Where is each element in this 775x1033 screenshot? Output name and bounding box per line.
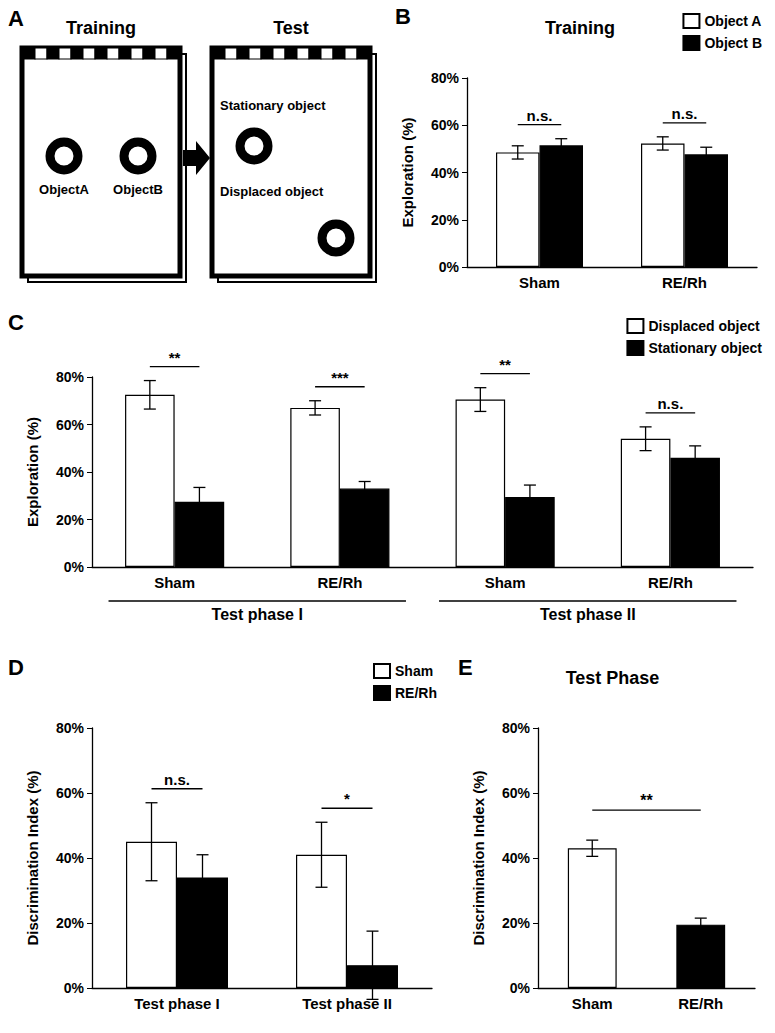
- svg-text:Exploration (%): Exploration (%): [399, 117, 416, 227]
- svg-text:Stationary object: Stationary object: [648, 340, 762, 356]
- svg-text:**: **: [499, 356, 511, 373]
- svg-text:80%: 80%: [502, 720, 531, 736]
- svg-text:ObjectA: ObjectA: [39, 182, 89, 197]
- svg-text:n.s.: n.s.: [657, 395, 683, 412]
- svg-text:Exploration (%): Exploration (%): [24, 417, 41, 527]
- svg-text:20%: 20%: [56, 915, 85, 931]
- svg-text:Displaced object: Displaced object: [220, 184, 324, 199]
- svg-text:Object A: Object A: [704, 13, 761, 29]
- svg-text:60%: 60%: [431, 117, 460, 133]
- svg-text:80%: 80%: [56, 720, 85, 736]
- svg-text:60%: 60%: [56, 417, 85, 433]
- svg-text:***: ***: [331, 369, 349, 386]
- svg-text:40%: 40%: [56, 464, 85, 480]
- svg-text:RE/Rh: RE/Rh: [395, 685, 437, 701]
- svg-text:Training: Training: [66, 18, 136, 38]
- svg-text:Object B: Object B: [704, 35, 762, 51]
- html-text:A: A: [8, 6, 24, 31]
- html-text:E: E: [458, 655, 473, 680]
- svg-text:RE/Rh: RE/Rh: [317, 574, 362, 591]
- svg-text:Sham: Sham: [572, 995, 613, 1012]
- svg-text:Sham: Sham: [395, 663, 433, 679]
- svg-text:RE/Rh: RE/Rh: [648, 574, 693, 591]
- svg-text:Training: Training: [545, 18, 615, 38]
- svg-text:60%: 60%: [56, 785, 85, 801]
- svg-text:40%: 40%: [56, 850, 85, 866]
- svg-text:40%: 40%: [502, 850, 531, 866]
- svg-text:n.s.: n.s.: [672, 105, 698, 122]
- svg-text:0%: 0%: [439, 259, 460, 275]
- svg-text:0%: 0%: [64, 980, 85, 996]
- svg-text:20%: 20%: [56, 512, 85, 528]
- html-text:D: D: [8, 655, 24, 680]
- svg-text:RE/Rh: RE/Rh: [678, 995, 723, 1012]
- svg-text:**: **: [640, 792, 653, 809]
- svg-text:Discrimination Index (%): Discrimination Index (%): [470, 770, 487, 945]
- svg-text:Test phase II: Test phase II: [540, 606, 636, 623]
- svg-text:Test phase I: Test phase I: [134, 995, 220, 1012]
- svg-text:ObjectB: ObjectB: [113, 182, 163, 197]
- svg-text:60%: 60%: [502, 785, 531, 801]
- svg-text:40%: 40%: [431, 165, 460, 181]
- svg-text:80%: 80%: [431, 70, 460, 86]
- svg-text:Discrimination Index (%): Discrimination Index (%): [24, 770, 41, 945]
- svg-text:n.s.: n.s.: [164, 771, 190, 788]
- svg-text:0%: 0%: [64, 559, 85, 575]
- svg-text:Sham: Sham: [519, 274, 560, 291]
- svg-text:Stationary object: Stationary object: [220, 98, 326, 113]
- svg-text:Test Phase: Test Phase: [566, 668, 660, 688]
- svg-text:Test phase II: Test phase II: [302, 995, 392, 1012]
- svg-text:Sham: Sham: [485, 574, 526, 591]
- svg-text:RE/Rh: RE/Rh: [662, 274, 707, 291]
- svg-text:**: **: [169, 349, 181, 366]
- html-text:B: B: [395, 4, 411, 29]
- svg-text:Test: Test: [273, 18, 309, 38]
- html-text:C: C: [8, 310, 24, 335]
- svg-text:n.s.: n.s.: [527, 107, 553, 124]
- svg-text:Sham: Sham: [154, 574, 195, 591]
- svg-text:20%: 20%: [502, 915, 531, 931]
- svg-text:*: *: [344, 790, 350, 807]
- svg-text:Displaced object: Displaced object: [648, 318, 760, 334]
- svg-text:Test phase I: Test phase I: [212, 606, 303, 623]
- svg-text:0%: 0%: [510, 980, 531, 996]
- svg-text:20%: 20%: [431, 212, 460, 228]
- svg-text:80%: 80%: [56, 369, 85, 385]
